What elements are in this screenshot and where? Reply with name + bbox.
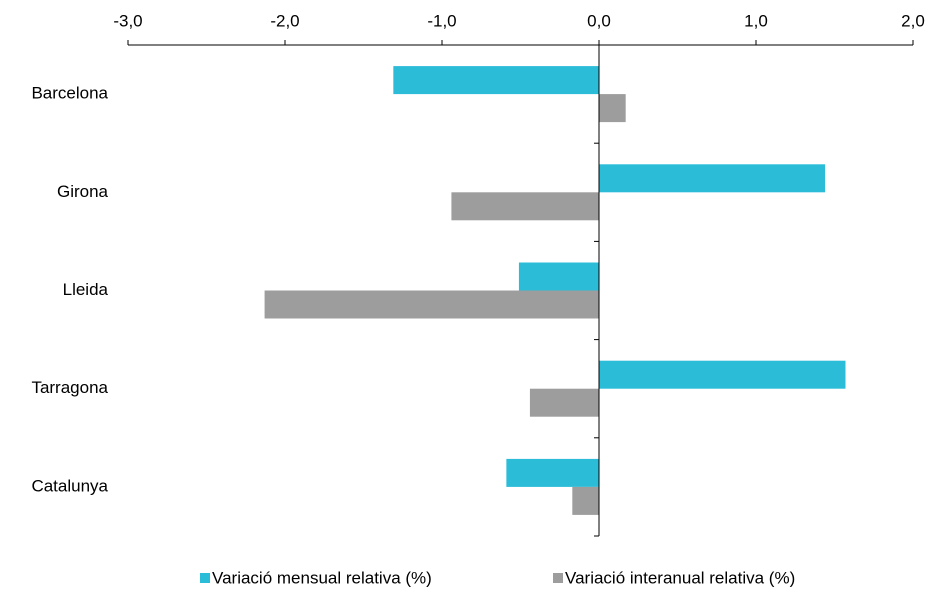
legend-marker: [553, 573, 563, 583]
bar: [599, 360, 846, 389]
bar: [599, 94, 626, 123]
y-tick-label: Girona: [57, 182, 109, 201]
bar: [529, 388, 599, 417]
y-tick-label: Tarragona: [31, 378, 108, 397]
y-tick-label: Lleida: [63, 280, 109, 299]
x-tick-label: 2,0: [901, 11, 925, 30]
bar: [506, 458, 599, 487]
x-tick-label: -1,0: [427, 11, 456, 30]
legend-marker: [200, 573, 210, 583]
bar: [572, 486, 599, 515]
y-tick-label: Barcelona: [31, 84, 108, 103]
legend-label: Variació mensual relativa (%): [212, 568, 432, 587]
bar: [264, 290, 599, 319]
x-tick-label: -2,0: [270, 11, 299, 30]
x-tick-label: -3,0: [113, 11, 142, 30]
bar: [393, 66, 599, 95]
x-tick-label: 0,0: [587, 11, 611, 30]
x-tick-label: 1,0: [744, 11, 768, 30]
bar: [451, 192, 599, 221]
bar: [599, 164, 826, 193]
bar: [518, 262, 599, 291]
legend-label: Variació interanual relativa (%): [565, 568, 795, 587]
y-tick-label: Catalunya: [31, 476, 108, 495]
